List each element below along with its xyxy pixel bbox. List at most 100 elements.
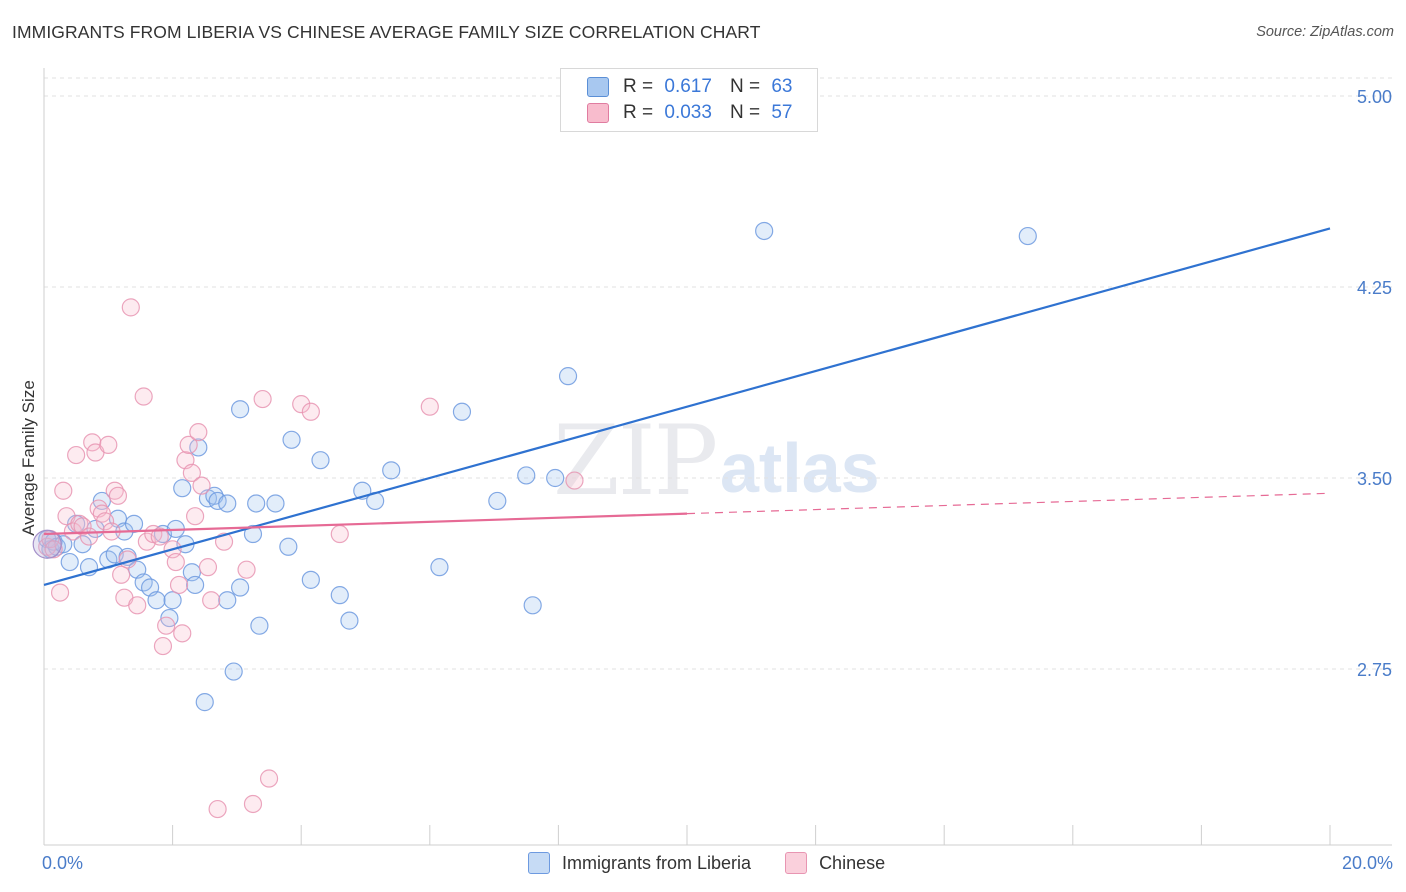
chinese-point [330, 524, 349, 544]
series-legend: Immigrants from Liberia Chinese [528, 852, 919, 874]
liberia-point [330, 586, 349, 605]
x-tick-label: 0.0% [42, 853, 83, 873]
chinese-point [112, 565, 131, 584]
chinese-point [153, 636, 173, 656]
legend-swatch-liberia [528, 852, 550, 874]
legend-row-chinese: R = 0.033 N = 57 [587, 101, 792, 125]
chinese-point [121, 298, 140, 317]
liberia-point [73, 535, 92, 554]
chinese-point [79, 527, 99, 546]
y-axis-label: Average Family Size [19, 380, 38, 536]
cluster-point [32, 529, 62, 559]
liberia-point [243, 524, 263, 544]
liberia-point [488, 491, 507, 511]
legend-n-label: N = [729, 76, 761, 97]
axes [43, 68, 1392, 846]
data-points [32, 221, 1037, 819]
chinese-point [192, 476, 211, 495]
chinese-trend-line-dashed [686, 492, 1331, 515]
chinese-point [259, 769, 279, 788]
y-tick-label: 3.50 [1357, 469, 1392, 489]
legend-n-label: N = [729, 102, 761, 123]
liberia-point [546, 468, 565, 488]
liberia-point [224, 662, 243, 681]
chinese-point [253, 389, 272, 409]
chinese-point [73, 517, 92, 536]
chinese-point [105, 481, 124, 500]
chinese-point [301, 402, 320, 421]
liberia-point [430, 558, 449, 577]
legend-swatch-chinese [785, 852, 808, 874]
chinese-point [50, 583, 70, 602]
y-tick-label: 5.00 [1357, 87, 1392, 107]
chinese-point [166, 552, 185, 572]
liberia-point [195, 693, 214, 712]
legend-swatch-chinese [587, 103, 609, 123]
chinese-point [292, 395, 311, 414]
chinese-point [128, 596, 147, 615]
y-tick-label: 4.25 [1357, 278, 1392, 298]
liberia-point [517, 466, 536, 485]
legend-item-liberia: Immigrants from Liberia [528, 852, 751, 874]
chinese-point [208, 799, 227, 819]
chinese-trend-line [43, 512, 688, 536]
chinese-point [169, 575, 189, 595]
liberia-point [60, 552, 79, 572]
watermark-zip: ZIP [553, 405, 718, 517]
watermark-atlas: atlas [720, 429, 880, 507]
chinese-point [243, 794, 263, 814]
liberia-trend-line [43, 227, 1331, 587]
liberia-point [523, 596, 542, 615]
chinese-point [150, 527, 169, 546]
liberia-point [279, 537, 298, 556]
chinese-point [173, 624, 192, 643]
chinese-point [189, 423, 208, 442]
liberia-point [231, 578, 250, 597]
legend-label-chinese: Chinese [819, 852, 886, 873]
liberia-point [124, 514, 144, 533]
chart-title: IMMIGRANTS FROM LIBERIA VS CHINESE AVERA… [12, 22, 761, 42]
liberia-point [311, 451, 330, 470]
trend-lines [43, 227, 1331, 587]
liberia-point [1018, 226, 1037, 246]
chinese-point [99, 435, 118, 454]
y-tick-label: 2.75 [1357, 660, 1392, 680]
correlation-legend: R = 0.617 N = 63 R = 0.033 N = 57 [560, 68, 818, 132]
legend-row-liberia: R = 0.617 N = 63 [587, 75, 792, 99]
chinese-point [95, 512, 115, 531]
legend-item-chinese: Chinese [785, 852, 885, 874]
liberia-point [382, 461, 401, 480]
liberia-point [163, 591, 182, 610]
source-credit: Source: ZipAtlas.com [1256, 24, 1394, 40]
liberia-point [558, 367, 578, 386]
chinese-point [157, 616, 176, 635]
legend-r-value: 0.617 [664, 76, 712, 97]
liberia-point [173, 479, 192, 498]
liberia-point [147, 591, 166, 610]
liberia-point [340, 611, 359, 630]
chinese-point [134, 387, 153, 406]
liberia-point [301, 570, 320, 589]
liberia-point [250, 616, 269, 635]
chinese-point [186, 507, 205, 526]
liberia-point [755, 221, 774, 241]
liberia-point [231, 400, 250, 419]
legend-r-label: R = [623, 102, 654, 123]
chinese-point [198, 558, 218, 577]
liberia-point [218, 591, 237, 610]
chinese-point [108, 486, 128, 505]
liberia-point [452, 402, 472, 421]
liberia-point [266, 494, 285, 513]
liberia-point [247, 494, 266, 513]
tick-labels: 2.75 3.50 4.25 5.00 0.0% 20.0% [42, 87, 1393, 873]
chinese-point [420, 397, 439, 416]
legend-swatch-liberia [587, 77, 609, 97]
legend-label-liberia: Immigrants from Liberia [562, 852, 752, 873]
chinese-point [67, 445, 86, 465]
chinese-point [214, 532, 234, 551]
legend-n-value: 63 [771, 76, 793, 97]
x-tick-label: 20.0% [1342, 853, 1393, 873]
chinese-point [202, 591, 221, 610]
chinese-point [182, 463, 201, 483]
